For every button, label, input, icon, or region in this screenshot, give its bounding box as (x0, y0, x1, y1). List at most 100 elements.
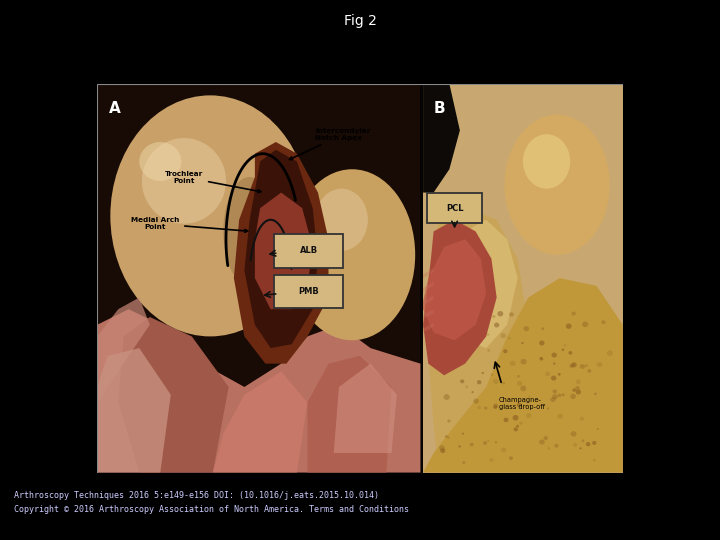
Ellipse shape (597, 428, 599, 430)
Ellipse shape (513, 415, 518, 421)
Ellipse shape (472, 391, 474, 393)
Text: Intercondylar
Notch Apex: Intercondylar Notch Apex (289, 128, 371, 159)
Ellipse shape (576, 380, 581, 384)
Ellipse shape (487, 333, 490, 336)
Ellipse shape (493, 403, 498, 408)
Polygon shape (333, 363, 397, 453)
Text: A: A (109, 101, 120, 116)
Polygon shape (423, 309, 433, 319)
Ellipse shape (592, 441, 596, 445)
Ellipse shape (607, 350, 613, 356)
Ellipse shape (484, 407, 487, 410)
Ellipse shape (460, 380, 464, 383)
Ellipse shape (503, 349, 508, 353)
Ellipse shape (501, 448, 506, 453)
Polygon shape (423, 84, 623, 472)
Text: Medial Arch
Point: Medial Arch Point (131, 217, 248, 232)
Polygon shape (97, 84, 420, 472)
Ellipse shape (562, 393, 564, 396)
Ellipse shape (446, 320, 449, 322)
Ellipse shape (552, 394, 558, 399)
Ellipse shape (465, 386, 468, 388)
Ellipse shape (541, 327, 544, 330)
Text: ALB: ALB (300, 246, 318, 255)
Ellipse shape (569, 351, 572, 355)
Ellipse shape (526, 413, 531, 418)
Polygon shape (423, 282, 433, 292)
Polygon shape (97, 298, 150, 402)
Polygon shape (420, 84, 423, 472)
Ellipse shape (462, 318, 467, 321)
Text: PMB: PMB (298, 287, 319, 296)
Ellipse shape (539, 357, 544, 361)
Ellipse shape (462, 320, 465, 323)
Ellipse shape (493, 379, 499, 384)
Ellipse shape (500, 333, 506, 338)
Ellipse shape (142, 138, 226, 224)
Polygon shape (234, 142, 328, 363)
Ellipse shape (498, 372, 500, 374)
Polygon shape (118, 317, 228, 472)
Ellipse shape (447, 436, 449, 438)
Polygon shape (423, 295, 433, 305)
Ellipse shape (482, 372, 484, 374)
Polygon shape (423, 323, 433, 333)
Ellipse shape (456, 313, 462, 318)
Ellipse shape (483, 318, 486, 320)
Ellipse shape (508, 337, 510, 340)
Ellipse shape (492, 315, 495, 318)
Ellipse shape (540, 357, 542, 359)
Ellipse shape (440, 448, 446, 453)
Ellipse shape (523, 326, 529, 331)
Ellipse shape (223, 177, 276, 286)
Ellipse shape (517, 381, 522, 386)
Polygon shape (255, 193, 312, 309)
Ellipse shape (576, 389, 581, 395)
Text: Fig 2: Fig 2 (343, 14, 377, 28)
Ellipse shape (439, 445, 445, 450)
Ellipse shape (289, 169, 415, 340)
Ellipse shape (539, 341, 544, 346)
Ellipse shape (582, 440, 585, 442)
Text: PCL: PCL (446, 204, 464, 213)
Ellipse shape (459, 319, 462, 322)
Ellipse shape (315, 188, 368, 251)
Ellipse shape (553, 362, 556, 365)
Ellipse shape (585, 364, 588, 367)
Ellipse shape (487, 349, 490, 352)
Ellipse shape (550, 397, 556, 402)
Ellipse shape (528, 395, 530, 397)
FancyBboxPatch shape (427, 193, 482, 223)
Ellipse shape (509, 312, 514, 316)
Ellipse shape (482, 312, 487, 316)
Ellipse shape (562, 349, 564, 351)
Ellipse shape (551, 376, 557, 381)
Ellipse shape (521, 386, 526, 391)
Ellipse shape (564, 344, 566, 346)
Ellipse shape (544, 436, 548, 440)
Ellipse shape (490, 373, 493, 376)
Ellipse shape (552, 353, 557, 357)
Polygon shape (423, 84, 460, 193)
FancyBboxPatch shape (274, 275, 343, 308)
Ellipse shape (460, 313, 465, 318)
Polygon shape (423, 268, 433, 278)
Ellipse shape (566, 323, 572, 329)
Ellipse shape (483, 441, 487, 445)
Ellipse shape (462, 433, 464, 435)
Ellipse shape (459, 446, 461, 448)
Ellipse shape (573, 443, 577, 447)
Ellipse shape (517, 403, 521, 407)
Polygon shape (307, 356, 392, 472)
Ellipse shape (519, 422, 523, 425)
Text: Copyright © 2016 Arthroscopy Association of North America. Terms and Conditions: Copyright © 2016 Arthroscopy Association… (14, 505, 410, 514)
Ellipse shape (582, 321, 588, 327)
Ellipse shape (554, 444, 559, 448)
Ellipse shape (487, 320, 490, 322)
Polygon shape (97, 309, 420, 472)
Ellipse shape (521, 359, 526, 364)
Ellipse shape (490, 458, 493, 462)
Ellipse shape (455, 307, 461, 312)
Ellipse shape (487, 440, 490, 442)
Ellipse shape (510, 361, 516, 366)
